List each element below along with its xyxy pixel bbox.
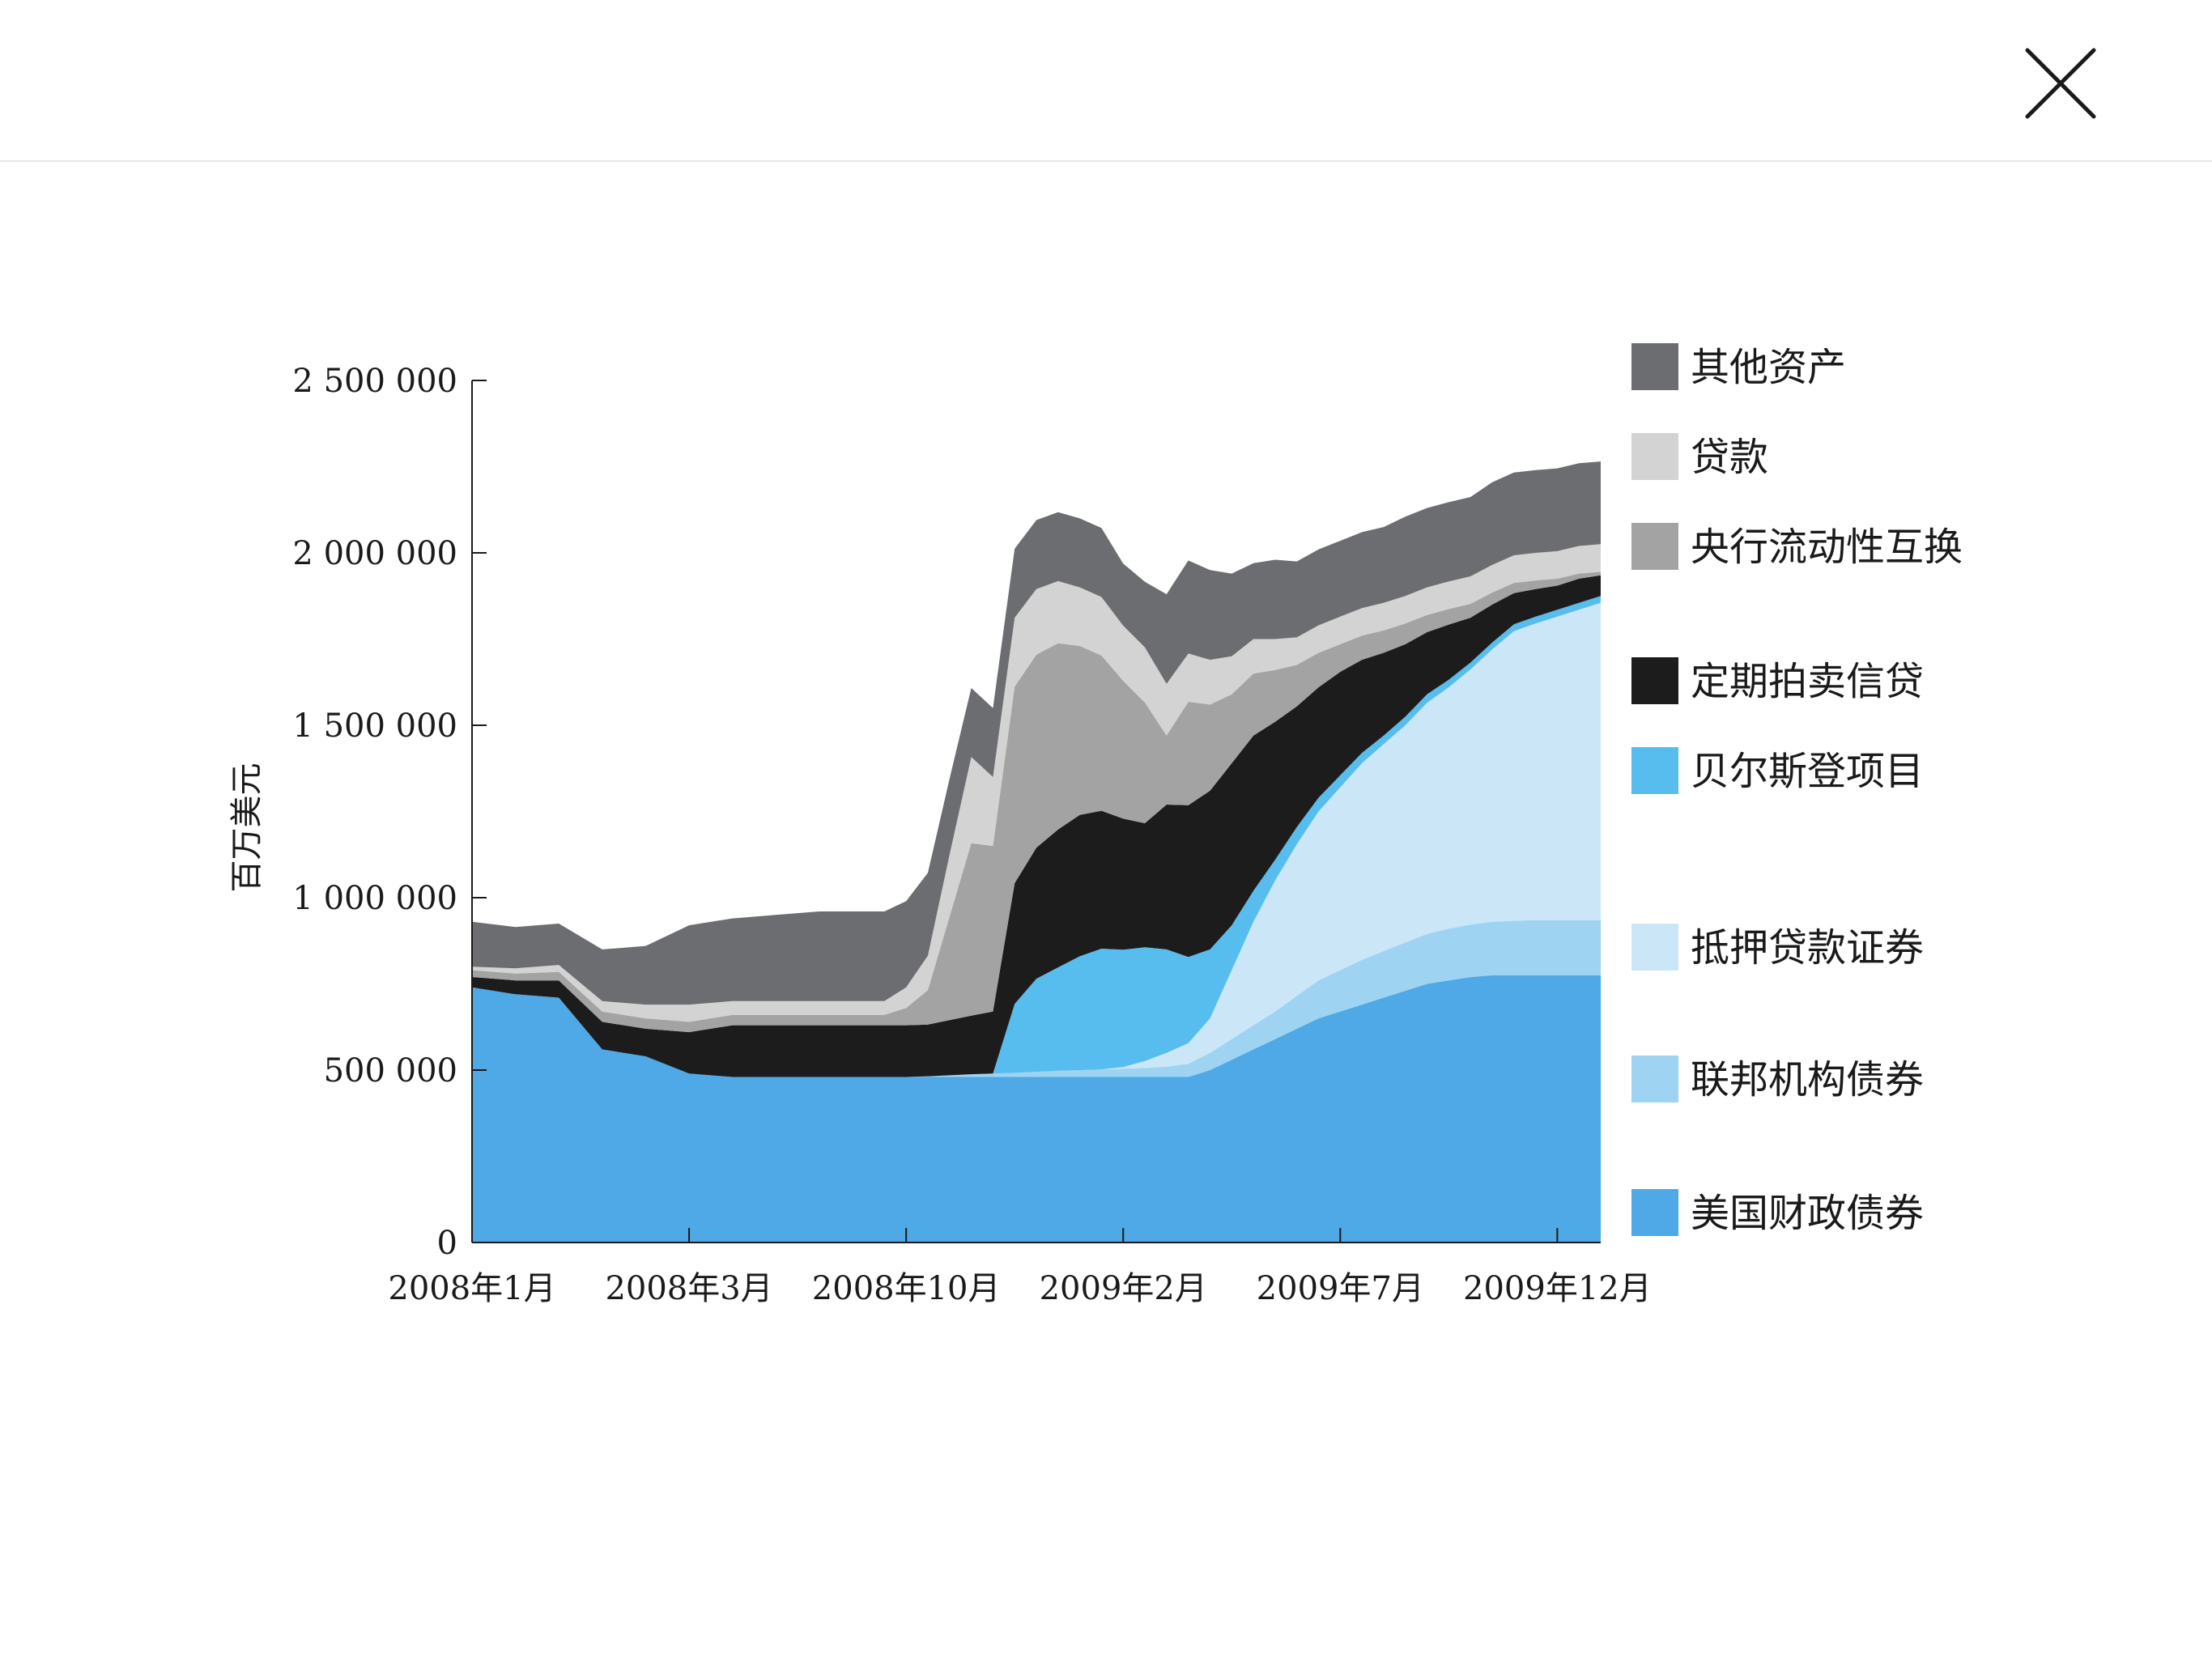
y-tick-label: 2 500 000 (292, 363, 457, 400)
legend-swatch (1631, 1189, 1678, 1236)
y-tick-label: 2 000 000 (292, 535, 457, 572)
legend-label: 联邦机构债券 (1691, 1057, 1924, 1102)
legend-label: 美国财政债券 (1691, 1191, 1924, 1236)
series-area-3 (472, 596, 1601, 1077)
legend-label: 贝尔斯登项目 (1691, 749, 1924, 794)
legend-swatch (1631, 747, 1678, 794)
chart-container: 0 500 000 1 000 000 1 500 000 2 000 000 2 500… (0, 162, 2212, 1658)
series-area-2 (472, 602, 1601, 1077)
y-axis-title: 百万美元 (228, 763, 266, 893)
x-tick-label: 2008年10月 (812, 1270, 1001, 1307)
series-area-5 (472, 571, 1601, 1033)
x-tick-label: 2009年2月 (1040, 1270, 1207, 1307)
series-areas (472, 461, 1601, 1243)
y-tick-label: 0 (437, 1225, 457, 1262)
viewer-toolbar (0, 0, 2212, 162)
legend-swatch (1631, 523, 1678, 570)
x-tick-label: 2009年7月 (1257, 1270, 1424, 1307)
legend-label: 抵押贷款证券 (1691, 925, 1924, 971)
legend-label: 贷款 (1691, 435, 1768, 480)
series-area-1 (472, 920, 1601, 1077)
stacked-area-chart: 0 500 000 1 000 000 1 500 000 2 000 000 2 500… (228, 343, 1963, 1307)
legend-swatch (1631, 343, 1678, 390)
series-area-7 (472, 461, 1601, 1005)
legend-label: 其他资产 (1691, 345, 1846, 390)
legend-swatch (1631, 433, 1678, 480)
y-tick-label: 1 500 000 (292, 707, 457, 745)
x-tick-label: 2009年12月 (1463, 1270, 1652, 1307)
series-area-6 (472, 544, 1601, 1022)
x-tick-label: 2008年3月 (605, 1270, 772, 1307)
x-tick-label: 2008年1月 (388, 1270, 555, 1307)
y-tick-label: 500 000 (324, 1052, 457, 1090)
legend-label: 定期拍卖信贷 (1691, 659, 1924, 704)
legend-swatch (1631, 924, 1678, 971)
legend-swatch (1631, 1056, 1678, 1102)
legend-label: 央行流动性互换 (1691, 525, 1963, 570)
legend-swatch (1631, 657, 1678, 704)
series-area-0 (472, 975, 1601, 1243)
close-icon[interactable] (2016, 39, 2105, 128)
y-tick-label: 1 000 000 (292, 880, 457, 917)
legend: 其他资产贷款央行流动性互换定期拍卖信贷贝尔斯登项目抵押贷款证券联邦机构债券美国财… (1631, 343, 1963, 1236)
series-area-4 (472, 575, 1601, 1077)
